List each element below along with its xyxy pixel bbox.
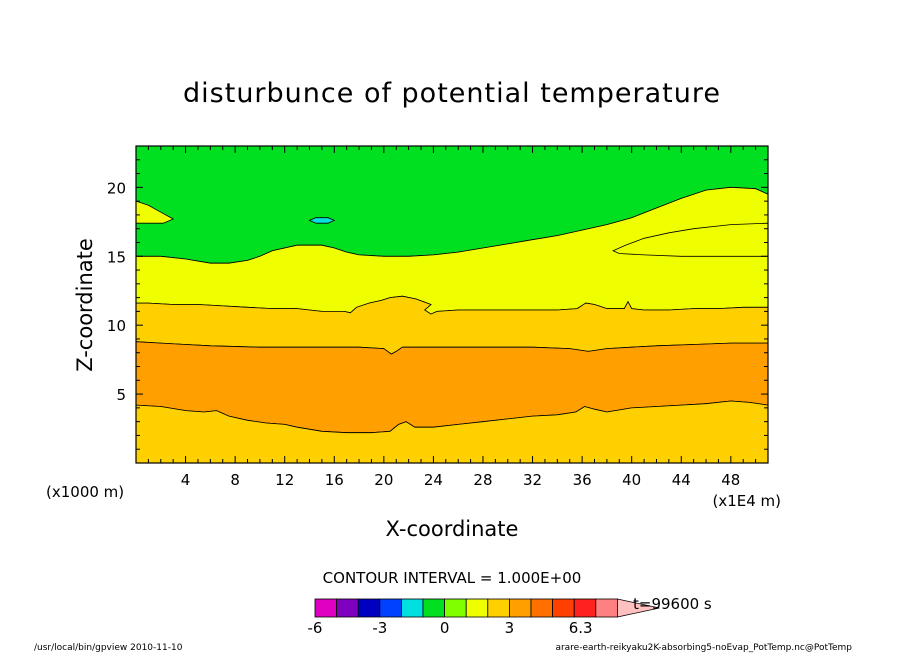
y-axis-label: Z-coordinate bbox=[73, 238, 97, 372]
plot-border bbox=[135, 145, 769, 464]
x-tick-label-4: 4 bbox=[181, 471, 191, 489]
colorbar-swatch-12 bbox=[573, 598, 597, 618]
contour-region-5 bbox=[135, 200, 175, 224]
y-tick-label-10: 10 bbox=[107, 317, 126, 335]
y-scale-label: (x1000 m) bbox=[46, 483, 124, 501]
colorbar-swatch-5 bbox=[422, 598, 446, 618]
footer-left: /usr/local/bin/gpview 2010-11-10 bbox=[34, 643, 183, 653]
contour-region-7 bbox=[308, 217, 336, 224]
y-tick-label-5: 5 bbox=[116, 386, 126, 404]
colorbar-swatch-2 bbox=[357, 598, 381, 618]
colorbar-label-2: 0 bbox=[440, 619, 450, 637]
x-tick-label-32: 32 bbox=[523, 471, 542, 489]
x-tick-label-28: 28 bbox=[473, 471, 492, 489]
contour-interval-label: CONTOUR INTERVAL = 1.000E+00 bbox=[323, 569, 582, 587]
x-tick-label-20: 20 bbox=[374, 471, 393, 489]
chart-title: disturbunce of potential temperature bbox=[183, 78, 721, 109]
x-tick-label-44: 44 bbox=[672, 471, 691, 489]
colorbar-swatch-0 bbox=[314, 598, 338, 618]
colorbar-swatch-7 bbox=[465, 598, 489, 618]
colorbar-swatch-1 bbox=[336, 598, 359, 618]
x-tick-label-40: 40 bbox=[622, 471, 641, 489]
colorbar-label-4: 6.3 bbox=[569, 619, 593, 637]
colorbar-swatch-9 bbox=[508, 598, 532, 618]
x-tick-label-48: 48 bbox=[721, 471, 740, 489]
colorbar-label-0: -6 bbox=[308, 619, 323, 637]
colorbar-swatch-10 bbox=[530, 598, 554, 618]
colorbar-label-1: -3 bbox=[372, 619, 387, 637]
x-tick-label-8: 8 bbox=[230, 471, 240, 489]
contour-region-6 bbox=[612, 222, 769, 257]
colorbar-swatch-11 bbox=[552, 598, 575, 618]
x-tick-label-12: 12 bbox=[275, 471, 294, 489]
x-tick-label-36: 36 bbox=[573, 471, 592, 489]
colorbar-swatch-4 bbox=[400, 598, 424, 618]
colorbar-arrow bbox=[617, 598, 660, 618]
colorbar-swatch-8 bbox=[487, 598, 510, 618]
x-tick-label-16: 16 bbox=[325, 471, 344, 489]
y-tick-label-15: 15 bbox=[107, 248, 126, 266]
colorbar-swatch-13 bbox=[595, 598, 618, 618]
colorbar-swatch-3 bbox=[379, 598, 402, 618]
time-label: t=99600 s bbox=[633, 595, 712, 613]
colorbar: -6 -3 0 3 6.3 bbox=[308, 598, 660, 637]
x-scale-label: (x1E4 m) bbox=[712, 492, 781, 510]
plot-frame bbox=[135, 145, 769, 464]
contour-regions bbox=[135, 145, 769, 464]
colorbar-swatch-6 bbox=[444, 598, 467, 618]
x-tick-label-24: 24 bbox=[424, 471, 443, 489]
y-tick-label-20: 20 bbox=[107, 179, 126, 197]
colorbar-label-3: 3 bbox=[505, 619, 515, 637]
contour-region-4 bbox=[135, 400, 769, 464]
x-axis-label: X-coordinate bbox=[386, 517, 519, 541]
footer-right: arare-earth-reikyaku2K-absorbing5-noEvap… bbox=[555, 643, 852, 653]
